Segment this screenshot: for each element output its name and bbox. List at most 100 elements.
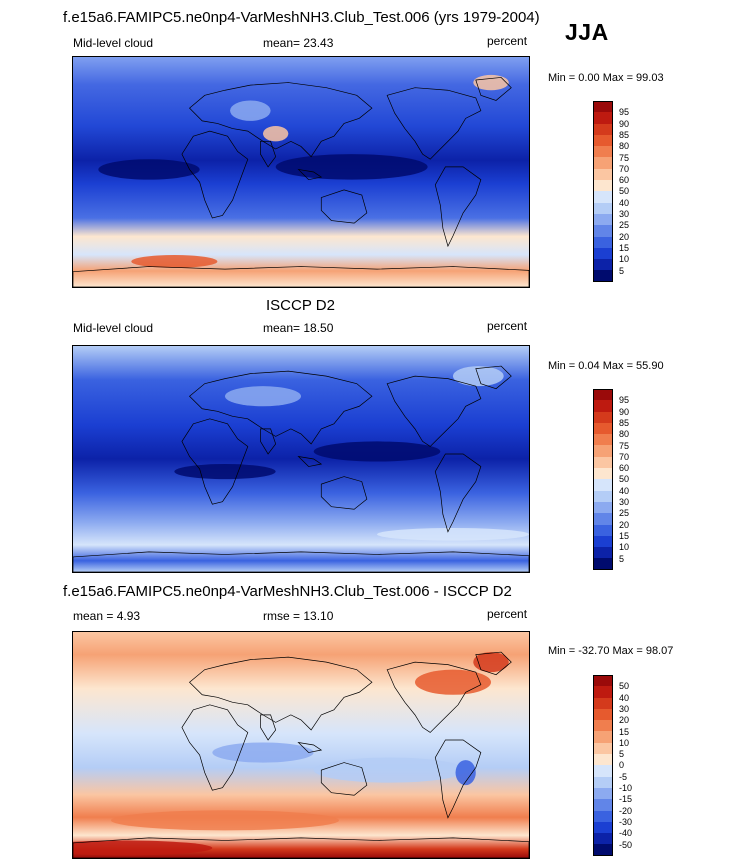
coastline [476,366,511,389]
field-patch [225,386,301,407]
panel2-units-label: percent [487,319,528,333]
coastline [190,83,372,157]
colorbar-tick-label: -20 [619,805,633,816]
colorbar-swatch [593,513,613,525]
coastline [260,715,275,740]
colorbar-swatch [593,776,613,788]
coastline [298,169,321,179]
colorbar-tick-label: 15 [619,242,630,253]
colorbar-swatch [593,445,613,457]
colorbar-swatch [593,787,613,800]
panel1-colorbar [593,101,613,282]
colorbar-tick-label: 10 [619,254,630,265]
colorbar-tick-label: 50 [619,474,630,485]
colorbar-tick-label: 60 [619,175,630,186]
coastline [182,419,248,504]
colorbar-swatch [593,270,613,282]
colorbar-tick-label: 5 [619,749,625,760]
panel3-rmse-label: rmse = 13.10 [263,609,334,623]
colorbar-tick-label: 80 [619,429,630,440]
colorbar-tick-label: 70 [619,451,630,462]
colorbar-tick-label: -50 [619,839,633,850]
colorbar-tick-label: 85 [619,129,630,140]
colorbar-tick-label: 40 [619,485,630,496]
panel2-colorbar [593,389,613,570]
colorbar-tick-label: 95 [619,107,630,118]
colorbar-tick-label: 5 [619,553,625,564]
colorbar-swatch [593,490,613,502]
coastline [387,88,481,160]
colorbar-swatch [593,389,613,401]
colorbar-swatch [593,675,613,687]
figure-title: f.e15a6.FAMIPC5.ne0np4-VarMeshNH3.Club_T… [63,9,540,26]
colorbar-tick-label: 10 [619,542,630,553]
coastline [476,77,511,100]
coastline [476,652,511,675]
coastline [321,763,367,796]
field-patch [377,528,529,541]
colorbar-swatch [593,535,613,548]
coastline [190,657,372,730]
colorbar-tick-label: 0 [619,760,625,771]
colorbar-tick-label: 20 [619,519,630,530]
colorbar-tick-label: -30 [619,816,633,827]
colorbar-tick-label: -10 [619,783,633,793]
colorbar-swatch [593,708,613,721]
panel3-colorbar [593,675,613,856]
panel2-minmax: Min = 0.04 Max = 55.90 [548,360,664,372]
colorbar-swatch [593,799,613,811]
colorbar-swatch [593,754,613,766]
colorbar-tick-label: 40 [619,197,630,208]
coastline [435,740,481,818]
colorbar-swatch [593,213,613,226]
colorbar-swatch [593,456,613,469]
colorbar-swatch [593,400,613,412]
coastline [182,705,248,790]
colorbar-swatch [593,123,613,135]
coastline [190,371,372,444]
coastline [73,552,529,572]
panel1-mean-label: mean= 23.43 [263,36,334,50]
colorbar-swatch [593,236,613,248]
colorbar-tick-label: 60 [619,463,630,474]
field-patch [275,154,428,180]
colorbar-tick-label: 5 [619,265,625,276]
coastline [321,477,367,510]
field-patch [111,810,339,831]
colorbar-swatch [593,558,613,570]
colorbar-tick-label: 25 [619,508,630,519]
panel1-units-label: percent [487,34,528,48]
colorbar-swatch [593,157,613,169]
colorbar-tick-label: 15 [619,726,630,737]
colorbar-swatch [593,501,613,514]
colorbar-swatch [593,547,613,559]
field-patch [473,652,509,673]
coastline [73,838,529,858]
colorbar-tick-label: 95 [619,395,630,406]
colorbar-tick-label: 50 [619,681,630,692]
coastline [435,167,481,246]
field-patch [455,760,476,786]
colorbar-tick-label: 30 [619,703,630,714]
panel2-map [72,345,530,573]
colorbar-swatch [593,134,613,147]
coastline [435,454,481,532]
colorbar-swatch [593,720,613,732]
field-patch [415,669,491,695]
colorbar-swatch [593,411,613,423]
coastline [73,267,529,287]
field-patch [230,100,271,121]
coastline [260,429,275,454]
colorbar-swatch [593,697,613,709]
colorbar-swatch [593,112,613,124]
panel3-map [72,631,530,859]
colorbar-swatch [593,468,613,480]
coastline [387,662,481,732]
colorbar-tick-label: 90 [619,118,630,129]
colorbar-swatch [593,844,613,856]
panel3-minmax: Min = -32.70 Max = 98.07 [548,645,674,657]
colorbar-tick-label: -15 [619,794,633,805]
colorbar-swatch [593,146,613,158]
colorbar-tick-label: 30 [619,209,630,219]
field-patch [174,464,276,480]
